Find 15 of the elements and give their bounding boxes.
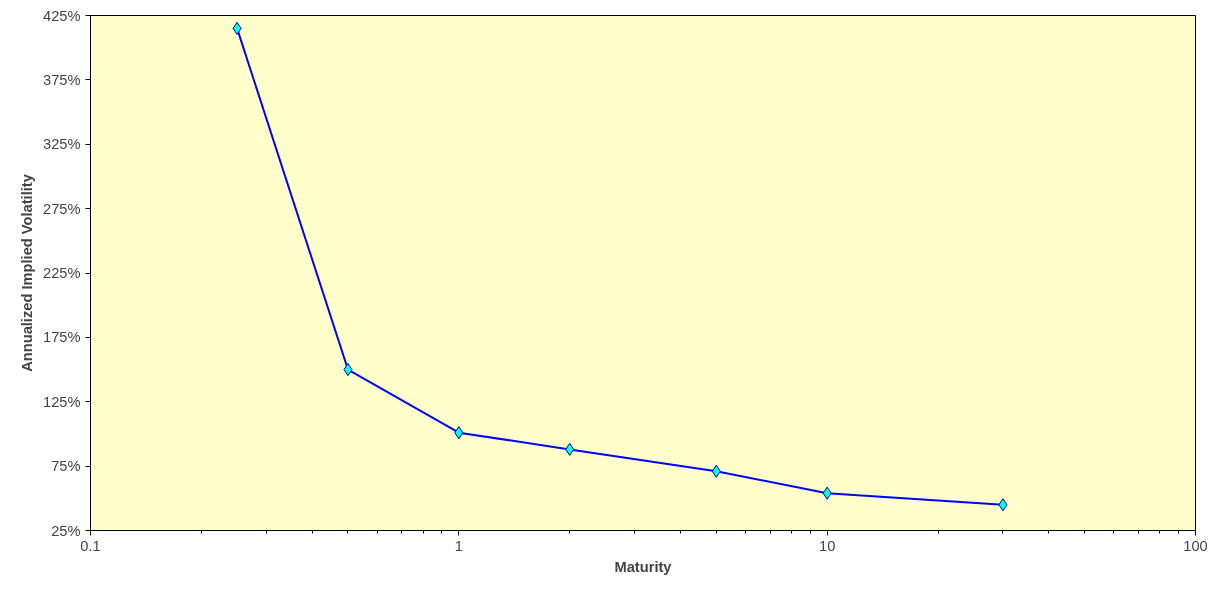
y-tick-label: 225%: [43, 265, 81, 281]
x-tick-label: 0.1: [80, 537, 101, 554]
y-tick-label: 375%: [43, 71, 81, 88]
y-tick-label: 275%: [43, 200, 81, 217]
x-tick-label: 1: [454, 537, 463, 554]
y-tick-label: 325%: [43, 136, 81, 153]
y-tick-label: 125%: [43, 393, 81, 410]
y-tick-label: 425%: [43, 7, 81, 24]
x-tick-label: 100: [1183, 537, 1208, 554]
y-tick-label: 25%: [51, 522, 81, 539]
x-tick-label: 10: [819, 537, 836, 554]
y-tick-label: 175%: [43, 329, 81, 346]
x-axis-title: Maturity: [614, 558, 673, 575]
y-axis-title: Annualized Implied Volatility: [19, 173, 36, 372]
y-tick-label: 75%: [51, 458, 81, 475]
